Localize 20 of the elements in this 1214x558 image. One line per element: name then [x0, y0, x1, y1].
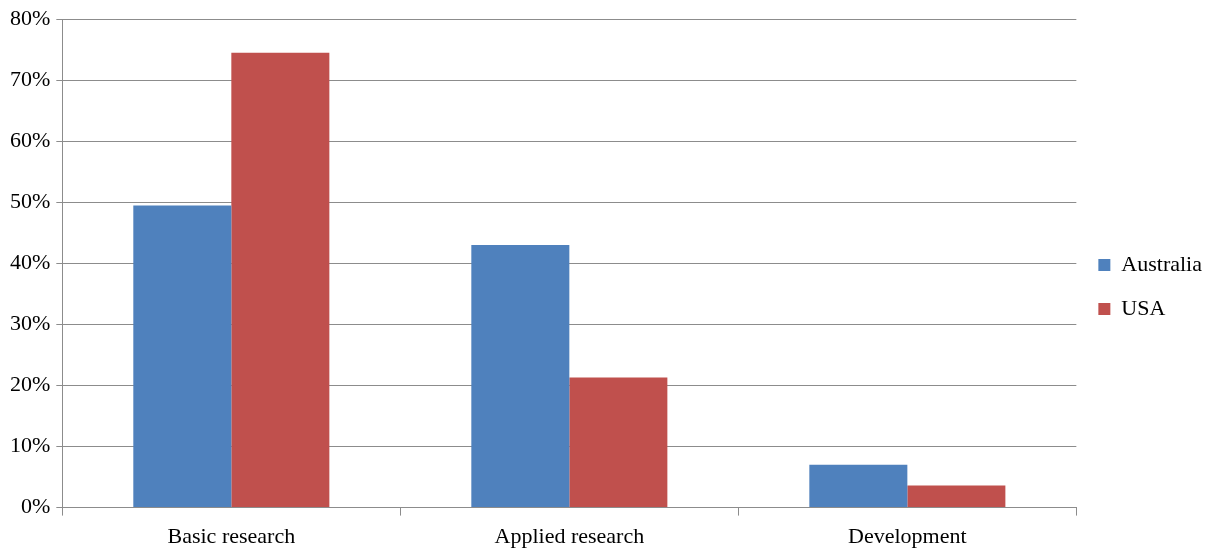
y-tick-label: 60% [10, 127, 51, 153]
x-tick-label: Development [848, 522, 967, 548]
y-tick-label: 0% [21, 493, 51, 519]
y-tick-label: 40% [10, 249, 51, 275]
legend-label: USA [1121, 294, 1166, 320]
bar [569, 377, 668, 508]
bar [231, 52, 330, 508]
y-tick-label: 20% [10, 371, 51, 397]
y-tick-label: 50% [10, 188, 51, 214]
y-tick-label: 70% [10, 66, 51, 92]
bar [809, 464, 908, 508]
bar [133, 205, 232, 508]
bar [907, 485, 1006, 508]
y-tick-label: 80% [10, 4, 51, 30]
legend-label: Australia [1121, 250, 1203, 276]
bar [471, 245, 570, 508]
y-tick-label: 30% [10, 310, 51, 336]
y-tick-label: 10% [10, 432, 51, 458]
x-tick-label: Basic research [167, 522, 296, 548]
x-tick-label: Applied research [494, 522, 645, 548]
